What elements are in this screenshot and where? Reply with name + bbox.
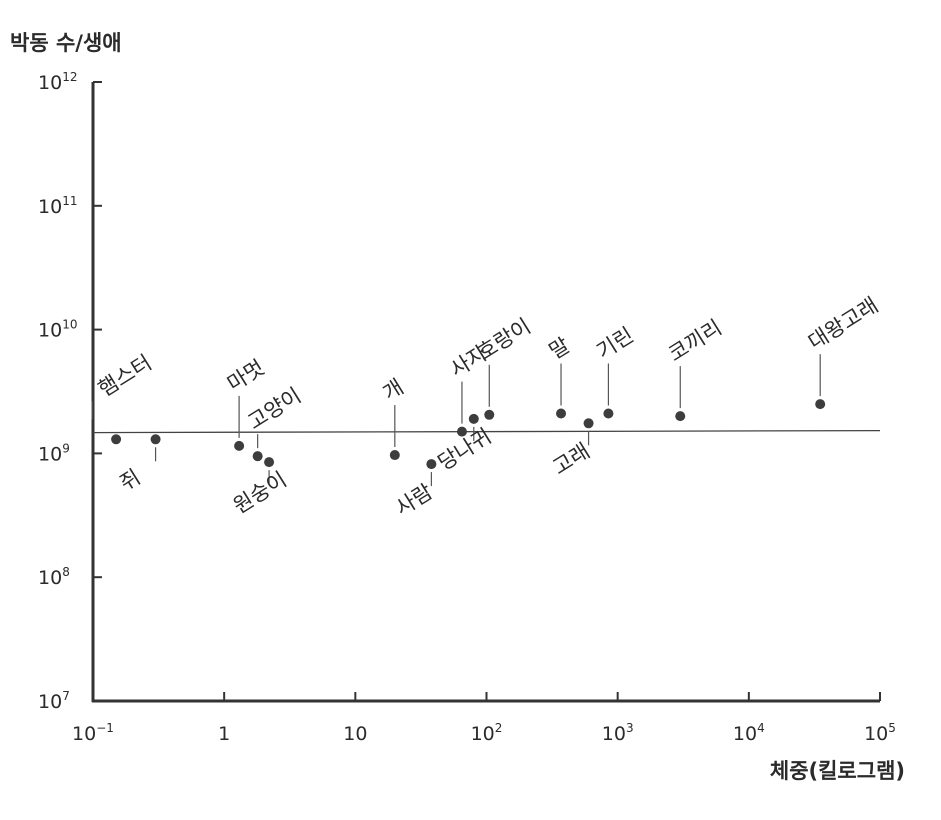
data-point-label: 쥐 — [116, 465, 145, 496]
data-point — [111, 434, 122, 445]
data-point — [815, 399, 826, 410]
data-point-label: 마멋 — [223, 355, 268, 396]
x-tick-label: 10−1 — [72, 721, 114, 745]
x-tick-label: 104 — [733, 721, 765, 745]
y-tick-label: 1011 — [38, 194, 77, 218]
data-point — [234, 440, 245, 451]
trend-layer — [92, 429, 881, 434]
y-axis-title: 박동 수/생애 — [10, 31, 122, 55]
y-tick-label: 109 — [38, 441, 70, 465]
data-point-label: 햄스터 — [94, 350, 156, 401]
x-tick-label: 105 — [864, 721, 896, 745]
data-point — [603, 408, 614, 419]
data-point-label: 대왕고래 — [804, 293, 882, 354]
data-point — [456, 426, 467, 437]
data-point-label: 말 — [545, 333, 574, 364]
tick-layer: 10−1 1 10 102 103 104 105 107 108 109 1010 1011 1012 — [38, 70, 896, 745]
x-tick-label: 1 — [218, 723, 230, 745]
y-tick-label: 1010 — [38, 318, 77, 342]
data-point — [556, 408, 567, 419]
y-tick-label: 107 — [38, 689, 70, 713]
data-point — [484, 409, 495, 420]
y-tick-label: 108 — [38, 565, 70, 589]
data-point — [468, 413, 479, 424]
x-tick-label: 103 — [602, 721, 634, 745]
data-point-label: 고양이 — [244, 383, 306, 434]
data-point-label: 사람 — [391, 479, 436, 520]
y-tick-label: 1012 — [38, 70, 77, 94]
x-axis-title: 체중(킬로그램) — [770, 759, 905, 783]
points-layer — [111, 399, 826, 470]
data-point — [583, 418, 594, 429]
data-point-label: 고래 — [548, 439, 593, 480]
x-tick-label: 10 — [343, 723, 367, 745]
data-point — [252, 451, 263, 462]
data-point — [389, 450, 400, 461]
data-point — [150, 434, 161, 445]
data-point — [426, 459, 437, 470]
data-point-label: 개 — [379, 375, 408, 406]
data-point-label: 기린 — [592, 323, 637, 364]
data-point-label: 코끼리 — [664, 315, 726, 366]
data-point — [675, 411, 686, 422]
data-point — [264, 457, 275, 468]
x-tick-label: 102 — [471, 721, 503, 745]
trend-line — [92, 429, 881, 434]
data-point-label: 원숭이 — [229, 467, 291, 518]
data-point-label: 호랑이 — [473, 314, 535, 365]
